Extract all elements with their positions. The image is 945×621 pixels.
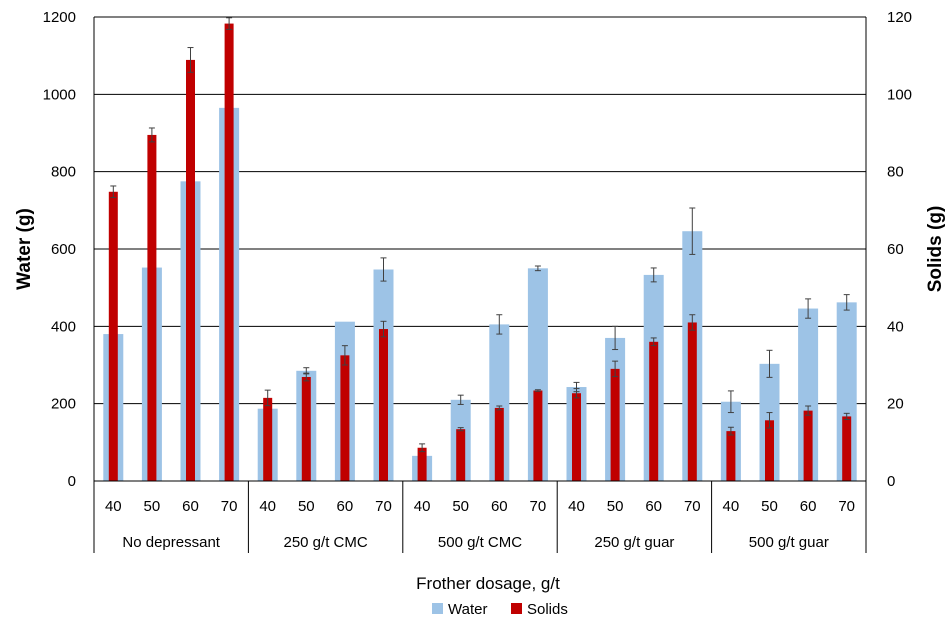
legend-swatch-solids [511, 603, 522, 614]
x-tick-label: 70 [375, 498, 392, 515]
x-tick-label: 60 [491, 498, 508, 515]
y-right-tick-label: 60 [887, 241, 904, 258]
bar-solids [456, 429, 466, 481]
axes [93, 17, 867, 553]
y-left-tick-label: 0 [68, 473, 76, 490]
y-right-tick-label: 120 [887, 9, 912, 26]
bar-solids [301, 376, 311, 481]
y-left-tick-label: 1000 [43, 86, 76, 103]
bar-solids [803, 410, 813, 481]
bar-water [489, 324, 510, 481]
bar-solids [494, 407, 504, 481]
x-tick-label: 70 [221, 498, 238, 515]
y-left-tick-label: 600 [51, 241, 76, 258]
x-tick-label: 40 [259, 498, 276, 515]
bar-solids [417, 447, 427, 481]
y-right-tick-label: 100 [887, 86, 912, 103]
bar-solids [147, 134, 157, 481]
x-tick-label: 50 [298, 498, 315, 515]
bar-solids [108, 191, 118, 482]
y-right-tick-label: 0 [887, 473, 895, 490]
y-left-tick-label: 400 [51, 318, 76, 335]
x-tick-label: 40 [414, 498, 431, 515]
x-tick-label: 40 [723, 498, 740, 515]
bar-solids [765, 420, 774, 481]
y-left-tick-label: 800 [51, 164, 76, 181]
x-tick-label: 60 [337, 498, 354, 515]
x-tick-label: 60 [645, 498, 662, 515]
bar-solids [186, 59, 195, 482]
x-tick-label: 50 [607, 498, 624, 515]
x-group-label: 250 g/t guar [594, 534, 674, 551]
legend-swatch-water [432, 603, 443, 614]
x-tick-label: 50 [761, 498, 778, 515]
x-tick-label: 40 [105, 498, 122, 515]
bar-solids [263, 397, 273, 481]
x-group-label: 500 g/t guar [749, 534, 829, 551]
x-tick-label: 40 [568, 498, 585, 515]
bar-solids [224, 23, 234, 481]
bar-solids [379, 329, 388, 481]
tick-labels: 0 200 400 600 800 1000 1200 0 20 40 60 80 100 120 40 50… [43, 9, 912, 551]
bar-solids [687, 322, 697, 481]
y-axis-left-title: Water (g) [14, 208, 35, 290]
y-axis-right-title: Solids (g) [925, 206, 945, 293]
grid [94, 16, 866, 405]
x-axis-title: Frother dosage, g/t [416, 574, 560, 593]
bar-solids [533, 390, 543, 481]
x-group-label: 500 g/t CMC [438, 534, 522, 551]
x-group-label: No depressant [122, 534, 220, 551]
bar-water [836, 302, 857, 481]
x-tick-label: 60 [182, 498, 199, 515]
x-tick-label: 50 [452, 498, 469, 515]
bar-solids [340, 355, 350, 481]
x-tick-label: 50 [144, 498, 161, 515]
x-tick-label: 70 [530, 498, 547, 515]
x-tick-label: 70 [838, 498, 855, 515]
bar-solids [610, 368, 620, 481]
y-right-tick-label: 80 [887, 164, 904, 181]
y-right-tick-label: 40 [887, 318, 904, 335]
x-tick-label: 70 [684, 498, 701, 515]
x-group-label: 250 g/t CMC [283, 534, 367, 551]
bar-water [527, 268, 548, 481]
y-right-tick-label: 20 [887, 396, 904, 413]
bar-solids [842, 416, 852, 481]
bar-solids [572, 393, 581, 481]
bar-solids [649, 341, 659, 481]
legend-label-water: Water [448, 601, 487, 618]
y-left-tick-label: 1200 [43, 9, 76, 26]
bar-water [798, 308, 819, 481]
x-tick-label: 60 [800, 498, 817, 515]
legend-label-solids: Solids [527, 601, 568, 618]
y-left-tick-label: 200 [51, 396, 76, 413]
bars [103, 17, 857, 482]
bar-solids [726, 431, 736, 481]
legend: Water Solids [432, 601, 568, 618]
